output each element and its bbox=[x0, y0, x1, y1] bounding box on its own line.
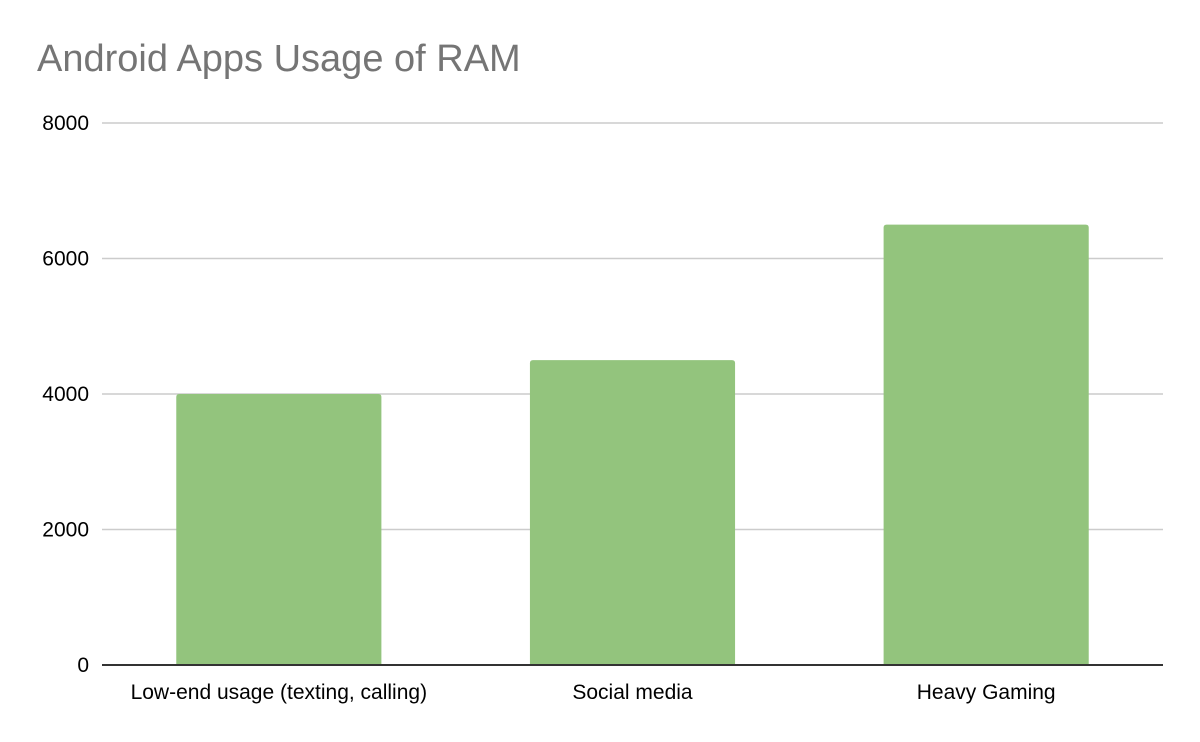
x-category-label-2: Social media bbox=[572, 681, 693, 704]
y-tick-label-2000: 2000 bbox=[42, 519, 89, 542]
y-tick-label-8000: 8000 bbox=[42, 112, 89, 135]
x-category-label-3: Heavy Gaming bbox=[917, 681, 1056, 704]
bar-1 bbox=[176, 394, 382, 665]
y-tick-label-0: 0 bbox=[77, 654, 89, 677]
chart-title: Android Apps Usage of RAM bbox=[37, 38, 521, 80]
x-category-label-1: Low-end usage (texting, calling) bbox=[131, 681, 428, 704]
y-tick-label-4000: 4000 bbox=[42, 383, 89, 406]
y-tick-label-6000: 6000 bbox=[42, 248, 89, 271]
bars bbox=[176, 224, 1089, 665]
bar-3 bbox=[883, 224, 1089, 665]
axis-labels: 0 2000 4000 6000 8000 Low-end usage (texting,… bbox=[42, 112, 1055, 704]
bar-2 bbox=[529, 360, 736, 665]
